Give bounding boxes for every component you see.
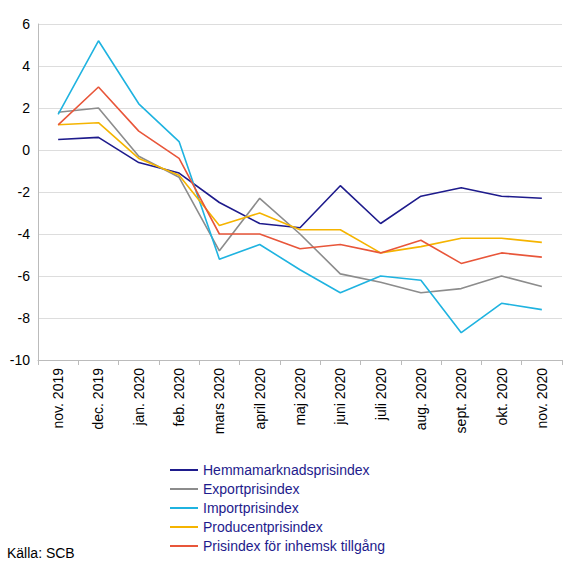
svg-text:Producentprisindex: Producentprisindex [203,519,323,535]
svg-text:Prisindex för inhemsk tillgång: Prisindex för inhemsk tillgång [203,538,385,554]
svg-text:feb. 2020: feb. 2020 [171,368,187,427]
svg-text:4: 4 [22,58,30,74]
svg-text:2: 2 [22,100,30,116]
svg-text:-10: -10 [10,352,30,368]
svg-text:Importprisindex: Importprisindex [203,500,299,516]
svg-text:juni 2020: juni 2020 [332,368,348,426]
svg-text:-4: -4 [18,226,31,242]
svg-text:maj 2020: maj 2020 [292,368,308,426]
svg-text:okt. 2020: okt. 2020 [494,368,510,426]
svg-text:jan. 2020: jan. 2020 [131,368,147,427]
svg-text:-8: -8 [18,310,31,326]
svg-text:aug. 2020: aug. 2020 [413,368,429,430]
svg-text:nov. 2020: nov. 2020 [534,368,550,429]
svg-text:-2: -2 [18,184,31,200]
svg-text:-6: -6 [18,268,31,284]
svg-text:nov. 2019: nov. 2019 [50,368,66,429]
svg-text:6: 6 [22,16,30,32]
svg-text:juli 2020: juli 2020 [373,368,389,421]
svg-text:april 2020: april 2020 [252,368,268,430]
svg-text:Hemmamarknadsprisindex: Hemmamarknadsprisindex [203,462,370,478]
svg-text:0: 0 [22,142,30,158]
svg-text:Exportprisindex: Exportprisindex [203,481,300,497]
svg-text:Källa: SCB: Källa: SCB [7,545,75,561]
svg-text:dec. 2019: dec. 2019 [90,368,106,430]
svg-text:mars 2020: mars 2020 [211,368,227,434]
svg-text:sept. 2020: sept. 2020 [453,368,469,434]
